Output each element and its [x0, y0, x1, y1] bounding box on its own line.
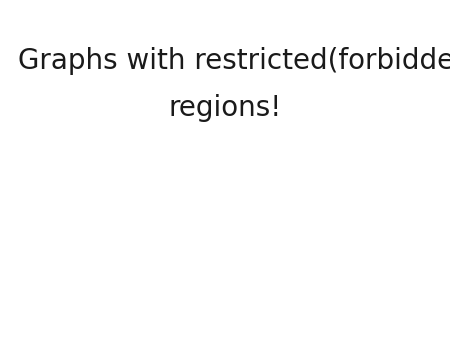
Text: Graphs with restricted(forbidden): Graphs with restricted(forbidden)	[18, 47, 450, 75]
Text: regions!: regions!	[168, 94, 282, 122]
